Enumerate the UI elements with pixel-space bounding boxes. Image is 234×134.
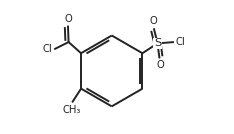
Text: CH₃: CH₃ xyxy=(62,105,81,115)
Text: Cl: Cl xyxy=(175,37,185,47)
Text: S: S xyxy=(154,38,161,48)
Text: Cl: Cl xyxy=(43,44,53,54)
Text: O: O xyxy=(149,16,157,26)
Text: O: O xyxy=(64,14,72,24)
Text: O: O xyxy=(156,60,164,70)
